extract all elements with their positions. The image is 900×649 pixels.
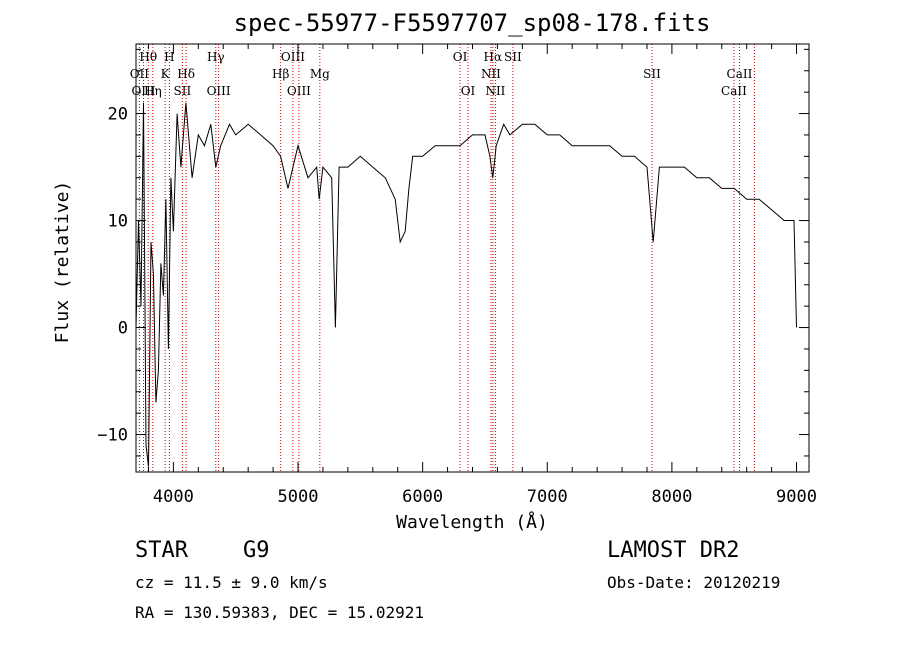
observation-date: Obs-Date: 20120219 (607, 573, 781, 592)
line-label-17: NII (481, 67, 501, 81)
y-tick-label-3: 20 (108, 105, 128, 125)
x-tick-label-0: 4000 (153, 487, 194, 507)
plot-frame (135, 43, 810, 473)
axes: 4000 5000 6000 7000 8000 9000 −10 0 10 20 (97, 44, 817, 507)
line-label-4: H (164, 50, 174, 64)
x-tick-label-2: 6000 (402, 487, 443, 507)
line-label-20: SII (643, 67, 661, 81)
line-label-0: Hθ (139, 50, 157, 64)
x-axis-label: Wavelength (Å) (396, 511, 548, 533)
redshift-value: cz = 11.5 ± 9.0 km/s (135, 573, 328, 592)
y-tick-label-0: −10 (97, 426, 128, 446)
line-label-12: OIII (287, 84, 311, 98)
object-class: STAR (135, 538, 188, 563)
x-tick-label-4: 8000 (651, 487, 692, 507)
y-axis-label: Flux (relative) (52, 181, 73, 344)
line-label-5: K (161, 67, 171, 81)
line-label-1: OII (130, 67, 150, 81)
line-label-16: Hα (484, 50, 503, 64)
line-label-15: OI (461, 84, 476, 98)
line-label-11: Hβ (272, 67, 289, 81)
y-tick-label-1: 0 (118, 319, 128, 339)
line-label-6: Hδ (177, 67, 195, 81)
line-label-3: Hη (144, 84, 162, 98)
x-tick-label-1: 5000 (278, 487, 319, 507)
coordinates: RA = 130.59383, DEC = 15.02921 (135, 603, 424, 622)
line-label-10: OIII (281, 50, 305, 64)
line-label-2: OIII (131, 84, 155, 98)
line-label-8: Hγ (207, 50, 225, 64)
line-label-9: OIII (207, 84, 231, 98)
line-label-22: CaII (721, 84, 747, 98)
line-label-13: Mg (310, 67, 330, 81)
chart-title: spec-55977-F5597707_sp08-178.fits (234, 9, 711, 37)
line-label-18: NII (485, 84, 505, 98)
object-subclass: G9 (243, 538, 270, 563)
survey-name: LAMOST DR2 (607, 538, 740, 563)
y-tick-label-2: 10 (108, 212, 128, 232)
x-tick-label-3: 7000 (527, 487, 568, 507)
x-tick-label-5: 9000 (776, 487, 817, 507)
line-label-7: SII (174, 84, 192, 98)
spectrum-line (135, 102, 797, 467)
line-label-19: SII (504, 50, 522, 64)
line-label-14: OI (453, 50, 468, 64)
line-label-21: CaII (727, 67, 753, 81)
